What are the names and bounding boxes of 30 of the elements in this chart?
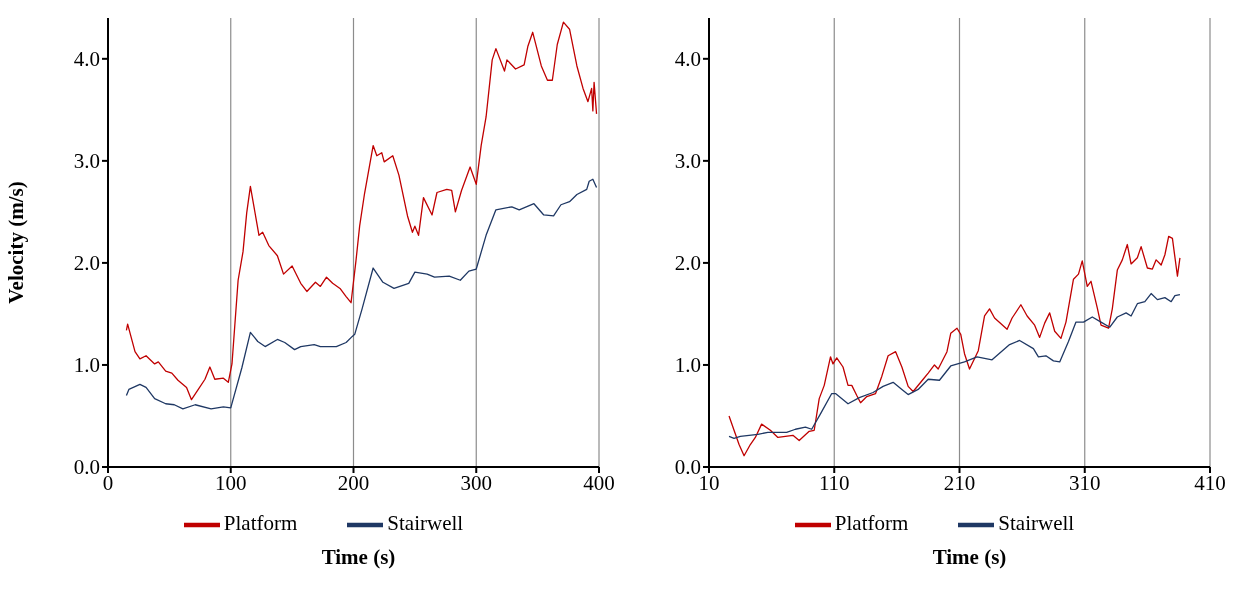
- x-tick-label: 0: [102, 470, 114, 495]
- y-tick-label: 1.0: [674, 353, 701, 378]
- line-series: [125, 178, 598, 410]
- x-axis-title: Time (s): [931, 545, 1008, 570]
- x-tick-label: 110: [818, 470, 850, 495]
- y-tick-label: 0.0: [674, 455, 701, 480]
- legend-label: Platform: [834, 510, 909, 535]
- x-tick-label: 310: [1069, 470, 1101, 495]
- y-axis-title: Velocity (m/s): [4, 181, 29, 304]
- x-tick-label: 400: [583, 470, 615, 495]
- x-axis-title: Time (s): [320, 545, 397, 570]
- x-tick-label: 210: [943, 470, 976, 495]
- y-tick-label: 2.0: [73, 251, 100, 276]
- legend-label: Stairwell: [387, 510, 464, 535]
- line-series: [728, 292, 1181, 440]
- x-tick-label: 200: [337, 470, 370, 495]
- legend-label: Stairwell: [998, 510, 1075, 535]
- y-tick-label: 3.0: [674, 149, 701, 174]
- y-tick-label: 0.0: [73, 455, 100, 480]
- y-tick-label: 4.0: [674, 47, 701, 72]
- x-tick-label: 100: [215, 470, 247, 495]
- y-tick-label: 2.0: [674, 251, 701, 276]
- y-tick-label: 4.0: [73, 47, 100, 72]
- line-series: [728, 235, 1181, 457]
- legend-label: Platform: [223, 510, 298, 535]
- line-series: [125, 21, 598, 401]
- y-tick-label: 1.0: [73, 353, 100, 378]
- x-tick-label: 410: [1194, 470, 1226, 495]
- y-tick-label: 3.0: [73, 149, 100, 174]
- x-tick-label: 300: [460, 470, 492, 495]
